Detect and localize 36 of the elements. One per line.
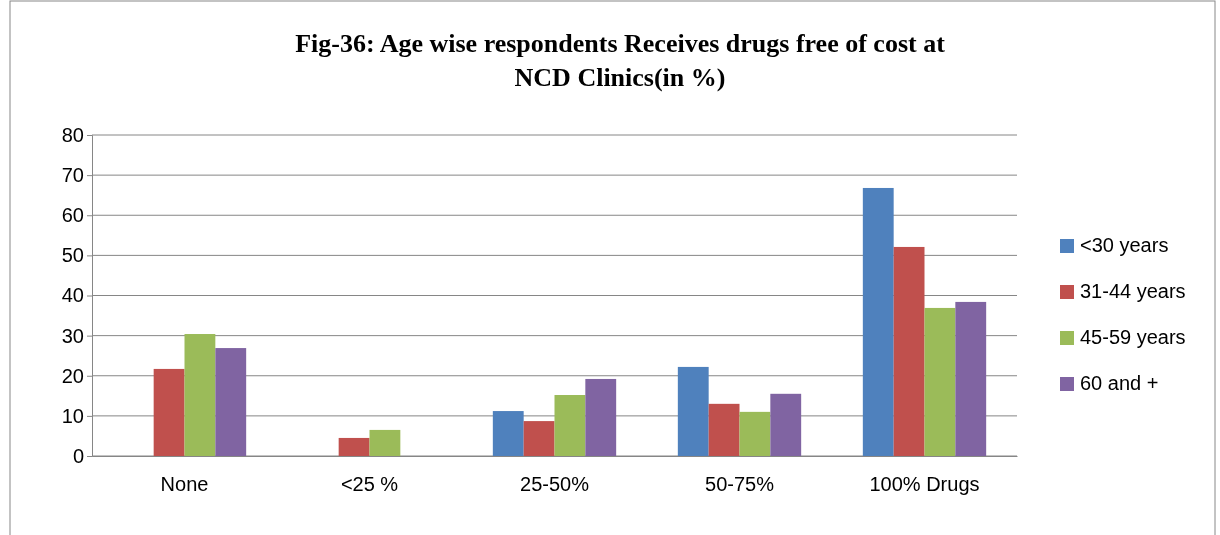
y-tick-label: 70 <box>61 164 84 187</box>
bar <box>893 246 925 456</box>
legend-label: <30 years <box>1080 234 1169 256</box>
bar <box>369 429 401 456</box>
bar <box>862 187 894 456</box>
legend-label: 60 and + <box>1080 372 1159 394</box>
bar <box>924 307 956 456</box>
bar <box>492 411 524 456</box>
x-tick-label: 25-50% <box>520 473 590 495</box>
bar <box>585 378 617 456</box>
y-tick-label: 60 <box>61 204 84 227</box>
bar <box>677 366 709 456</box>
y-tick-label: 10 <box>61 404 84 427</box>
bar <box>554 395 586 456</box>
y-tick-label: 80 <box>61 123 84 146</box>
bar <box>955 301 987 456</box>
bar <box>739 411 771 456</box>
y-tick-label: 40 <box>61 284 84 307</box>
legend-label: 45-59 years <box>1080 326 1186 348</box>
bar <box>523 421 555 456</box>
bar <box>215 348 247 456</box>
bar <box>184 334 216 456</box>
bar <box>153 368 185 456</box>
y-tick-label: 30 <box>61 324 84 347</box>
bar <box>338 437 370 456</box>
bar <box>770 393 802 456</box>
x-tick-label: <25 % <box>340 473 399 495</box>
x-tick-label: None <box>160 473 209 495</box>
y-tick-label: 50 <box>61 244 84 267</box>
bar <box>708 403 740 456</box>
y-tick-label: 0 <box>72 444 84 467</box>
chart-title: Fig-36: Age wise respondents Receives drugs free of cost at NCD Clinics(in %) <box>295 29 946 92</box>
x-tick-label: 50-75% <box>705 473 775 495</box>
y-tick-label: 20 <box>61 364 84 387</box>
legend-label: 31-44 years <box>1080 280 1186 302</box>
x-tick-label: 100% Drugs <box>869 473 980 495</box>
